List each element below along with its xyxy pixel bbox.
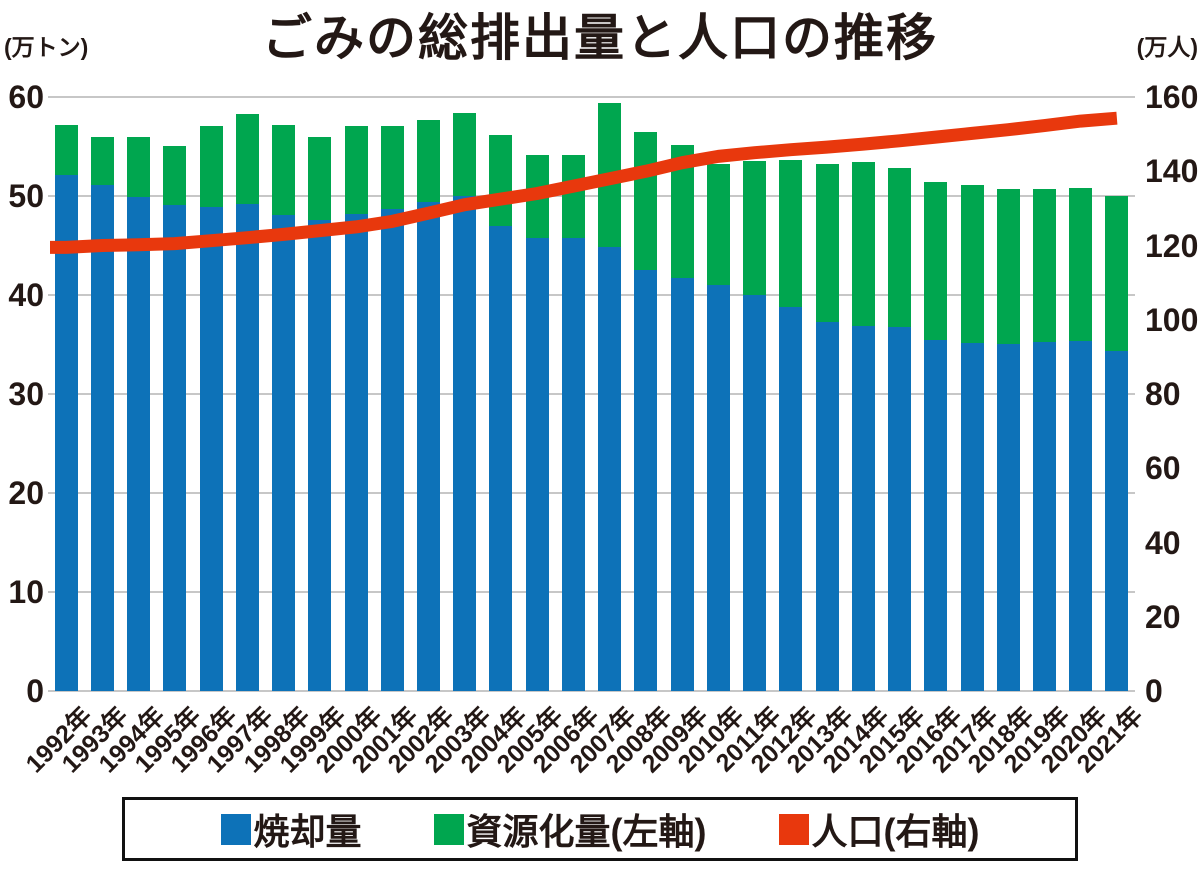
recycling-bar-2012年 [779,160,803,307]
right-y-tick-label: 100 [1145,301,1199,338]
grid-line [48,393,1135,395]
incineration-bar-2014年 [851,325,875,691]
incineration-bar-2002年 [416,201,440,691]
recycling-bar-2006年 [561,155,585,238]
left-y-tick-label: 20 [8,475,44,511]
incineration-bar-2010年 [706,285,730,691]
incineration-bar-2021年 [1105,351,1129,691]
incineration-bar-2018年 [996,343,1020,691]
incineration-bar-2019年 [1032,341,1056,691]
right-y-tick-label: 60 [1145,450,1181,487]
right-y-tick-label: 40 [1145,524,1181,561]
left-axis-unit: (万トン) [4,34,89,60]
legend: 焼却量 資源化量(左軸) 人口(右軸) [122,797,1078,861]
right-y-tick-label: 80 [1145,376,1181,412]
incineration-bar-1999年 [308,219,332,691]
incineration-bar-2011年 [743,295,767,691]
left-y-tick-label: 30 [8,376,44,412]
right-y-tick-label: 0 [1145,673,1163,709]
recycling-bar-2009年 [670,144,694,279]
recycling-bar-1997年 [235,113,259,204]
recycling-bar-2015年 [888,168,911,327]
incineration-bar-2004年 [489,225,513,691]
right-y-tick-label: 120 [1145,227,1199,264]
incineration-bar-2001年 [380,208,404,691]
recycling-bar-1994年 [127,136,151,197]
legend-label: 焼却量 [253,811,362,852]
recycling-bar-2018年 [996,189,1020,344]
incineration-bar-2008年 [634,270,658,691]
recycling-bar-2014年 [851,162,875,326]
incineration-bar-2015年 [888,326,911,691]
grid-line [48,492,1135,494]
left-y-tick-label: 50 [8,178,44,214]
incineration-bar-2003年 [453,196,477,691]
left-y-tick-label: 10 [8,574,44,610]
incineration-bar-1997年 [235,203,259,691]
recycling-bar-2000年 [344,125,368,214]
incineration-bar-1992年 [54,175,78,691]
recycling-swatch-icon [433,813,464,845]
incineration-bar-2000年 [344,213,368,691]
recycling-bar-2021年 [1105,196,1129,352]
grid-line [48,690,1135,692]
recycling-bar-1995年 [163,145,187,205]
left-y-tick-label: 40 [8,277,44,313]
incineration-bar-1995年 [163,204,187,691]
right-y-tick-label: 20 [1145,598,1181,635]
chart-title: ごみの総排出量と人口の推移 [262,10,938,66]
grid-line [48,591,1135,593]
recycling-bar-2011年 [743,161,767,295]
incineration-bar-2017年 [960,342,984,691]
population-line [50,111,1118,254]
incineration-bar-2007年 [598,246,622,691]
incineration-bar-1994年 [127,197,151,691]
grid-line [48,96,1135,98]
right-y-tick-label: 160 [1145,79,1199,115]
recycling-bar-1998年 [272,124,295,215]
recycling-bar-1993年 [90,136,114,186]
population-swatch-icon [778,813,809,845]
left-y-tick-label: 60 [8,79,44,115]
legend-item-incineration: 焼却量 [220,803,362,855]
incineration-bar-1993年 [90,185,114,691]
recycling-bar-2001年 [380,125,404,209]
recycling-bar-1992年 [54,124,78,176]
incineration-bar-2012年 [779,306,803,691]
recycling-bar-2002年 [416,119,440,202]
incineration-bar-2005年 [525,237,549,691]
recycling-bar-1996年 [199,125,223,207]
legend-item-recycling: 資源化量(左軸) [433,803,707,855]
recycling-bar-2016年 [924,182,948,340]
legend-item-population: 人口(右軸) [778,803,980,855]
incineration-bar-2006年 [561,237,585,691]
recycling-bar-2017年 [960,185,984,343]
recycling-bar-2019年 [1032,189,1056,342]
plot-area [48,96,1135,692]
incineration-bar-2009年 [670,278,694,691]
incineration-bar-2013年 [815,321,839,691]
legend-label: 資源化量(左軸) [466,811,707,852]
incineration-bar-1996年 [199,206,223,691]
recycling-bar-2020年 [1069,188,1093,341]
incineration-swatch-icon [220,813,251,845]
recycling-bar-1999年 [308,136,332,220]
grid-line [48,294,1135,296]
incineration-bar-2020年 [1069,340,1093,691]
left-y-tick-label: 0 [26,673,44,709]
right-y-tick-label: 140 [1145,153,1199,190]
recycling-bar-2003年 [453,112,477,196]
right-axis-unit: (万人) [1136,34,1198,60]
grid-line [48,195,1135,197]
incineration-bar-2016年 [924,339,948,691]
recycling-bar-2013年 [815,164,839,322]
recycling-bar-2010年 [706,164,730,286]
incineration-bar-1998年 [272,214,295,691]
legend-label: 人口(右軸) [811,811,980,852]
